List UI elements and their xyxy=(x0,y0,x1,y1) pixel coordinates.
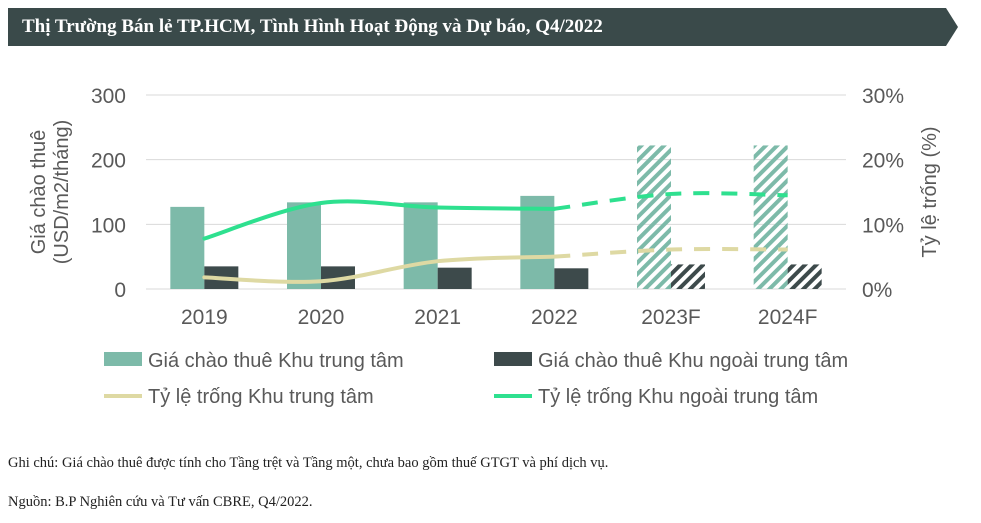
chart-note: Ghi chú: Giá chào thuê được tính cho Tần… xyxy=(8,455,609,471)
y-axis-label: Giá chào thuê(USD/m2/tháng) xyxy=(28,120,73,265)
bar-cbd-rent xyxy=(637,145,671,289)
legend-label: Tỷ lệ trống Khu trung tâm xyxy=(148,386,374,408)
bar-noncbd-rent xyxy=(437,267,472,289)
line-noncbd-vacancy-forecast xyxy=(554,191,788,211)
bar-noncbd-rent xyxy=(787,264,822,289)
bar-cbd-rent xyxy=(753,145,788,289)
y-tick-label: 300 xyxy=(91,85,126,108)
legend-label: Giá chào thuê Khu trung tâm xyxy=(148,350,404,372)
chart-source: Nguồn: B.P Nghiên cứu và Tư vấn CBRE, Q4… xyxy=(8,494,313,510)
y2-tick-label: 30% xyxy=(862,85,904,108)
retail-chart: 0 100 200 300 0% 10% 20% 30% Giá chào thuê(USD/m… xyxy=(28,85,941,408)
y-tick-label: 100 xyxy=(91,214,126,237)
legend-label: Giá chào thuê Khu ngoài trung tâm xyxy=(538,350,848,372)
bar-noncbd-rent xyxy=(554,268,589,289)
legend-swatch xyxy=(104,352,142,366)
x-tick-label: 2020 xyxy=(298,306,345,329)
y2-tick-label: 20% xyxy=(862,150,904,173)
line-cbd-vacancy-actual xyxy=(202,254,557,284)
y-tick-label: 200 xyxy=(91,150,126,173)
y2-tick-label: 10% xyxy=(862,214,904,237)
bar-noncbd-rent xyxy=(671,264,705,289)
legend-swatch xyxy=(494,352,532,366)
banner-shape xyxy=(8,8,958,46)
x-tick-label: 2024F xyxy=(758,306,818,329)
bar-cbd-rent xyxy=(520,195,555,289)
x-tick-label: 2022 xyxy=(531,306,578,329)
legend-label: Tỷ lệ trống Khu ngoài trung tâm xyxy=(538,386,818,408)
title-banner: Thị Trường Bán lẻ TP.HCM, Tình Hình Hoạt… xyxy=(8,8,958,46)
bar-cbd-rent xyxy=(287,202,321,289)
x-tick-label: 2019 xyxy=(181,306,228,329)
y2-tick-label: 0% xyxy=(862,279,892,302)
y-tick-label: 0 xyxy=(114,279,126,302)
bar-cbd-rent xyxy=(170,206,205,289)
page-title: Thị Trường Bán lẻ TP.HCM, Tình Hình Hoạt… xyxy=(22,16,603,37)
x-tick-label: 2023F xyxy=(641,306,701,329)
line-cbd-vacancy-forecast xyxy=(554,247,788,259)
line-noncbd-vacancy-actual xyxy=(202,199,557,241)
y2-axis-label: Tỷ lệ trống (%) xyxy=(919,126,941,257)
bar-cbd-rent xyxy=(403,202,438,289)
x-tick-label: 2021 xyxy=(414,306,461,329)
